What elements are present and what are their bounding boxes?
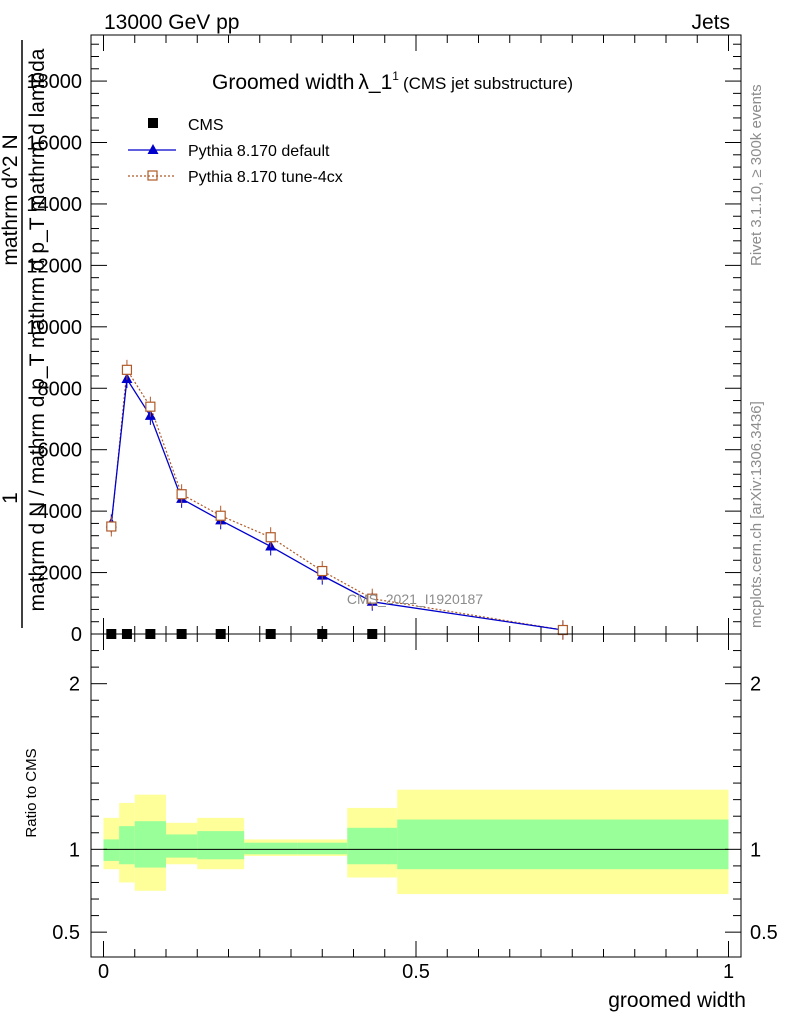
top-ytick-label: 8000 — [38, 378, 83, 400]
mcplots-label: mcplots.cern.ch [arXiv:1306.3436] — [748, 401, 765, 628]
energy-label: 13000 GeV pp — [104, 11, 239, 34]
top-ytick-label: 2000 — [38, 563, 83, 585]
ratio-band-green — [397, 819, 729, 870]
ratio-band-green — [103, 839, 120, 861]
bottom-ytick-label-right: 1 — [750, 839, 761, 861]
top-ytick-label: 16000 — [26, 133, 82, 155]
top-ytick-label: 12000 — [26, 255, 82, 277]
bottom-ytick-label-right: 2 — [750, 674, 761, 696]
bottom-panel-axes: 0.5 0.5 1 1 2 2 0 0.5 1 — [52, 633, 778, 983]
rivet-label: Rivet 3.1.10, ≥ 300k events — [748, 84, 765, 266]
chart-title-superscript: 1 — [392, 69, 399, 83]
ratio-band-green — [166, 834, 198, 858]
chart-title: Groomed width λ_11 (CMS jet substructure) — [212, 69, 573, 94]
legend-default-marker — [147, 144, 159, 154]
ratio-band-green — [197, 831, 245, 860]
series-tune-point — [145, 401, 156, 412]
bottom-ytick-label-left: 1 — [69, 839, 80, 861]
ratio-ylabel: Ratio to CMS — [23, 748, 40, 837]
series-tune-point — [557, 624, 568, 636]
category-label: Jets — [691, 11, 730, 34]
ratio-band-green — [134, 821, 166, 868]
chart-subtitle: (CMS jet substructure) — [403, 74, 573, 93]
legend-default-label: Pythia 8.170 default — [188, 143, 330, 160]
legend-cms-label: CMS — [188, 117, 224, 134]
top-ytick-label: 18000 — [26, 71, 82, 93]
ylabel-fraction-top: mathrm d^2 N — [0, 134, 22, 265]
chart-title-main: Groomed width — [212, 71, 354, 94]
ratio-band-green — [347, 827, 398, 865]
xtick-label: 1 — [723, 961, 734, 983]
top-ytick-label: 0 — [71, 624, 82, 646]
ratio-band-green — [244, 842, 298, 855]
ylabel-numerator: 1 — [0, 492, 22, 504]
series-tune-point — [317, 565, 328, 577]
series-tune-point — [215, 510, 226, 521]
series-tune-line — [110, 368, 563, 631]
series-tune-point — [176, 489, 187, 500]
legend-cms-marker — [148, 118, 158, 128]
top-ytick-label: 6000 — [38, 440, 83, 462]
ratio-band-green — [119, 826, 135, 865]
top-panel-axes: 0 2000 4000 6000 8000 10000 12000 14000 16000 180… — [26, 34, 742, 646]
top-ytick-label: 10000 — [26, 317, 82, 339]
bottom-ytick-label-left: 0.5 — [52, 922, 80, 944]
xtick-label: 0.5 — [402, 961, 430, 983]
bottom-ytick-label-right: 0.5 — [750, 922, 778, 944]
bottom-ytick-label-left: 2 — [69, 674, 80, 696]
xtick-label: 0 — [98, 961, 109, 983]
series-default-line — [110, 377, 563, 631]
legend-tune-label: Pythia 8.170 tune-4cx — [188, 169, 343, 186]
series-tune-point — [265, 532, 276, 543]
top-ytick-label: 14000 — [26, 194, 82, 216]
ratio-band-green — [297, 842, 348, 855]
analysis-watermark: CMS_2021_I1920187 — [347, 591, 483, 607]
legend: CMS Pythia 8.170 default Pythia 8.170 tu… — [128, 117, 343, 186]
ratio-bands — [103, 789, 729, 895]
top-ytick-label: 4000 — [38, 501, 83, 523]
series-tune-point — [121, 364, 133, 375]
ylabel-denominator: mathrm d N / mathrm d p_T mathrm d p_T m… — [26, 48, 49, 611]
legend-tune-marker — [147, 170, 158, 181]
top-ylabel: 1 mathrm d^2 N mathrm d N / mathrm d p_T… — [0, 40, 49, 628]
top-panel-marks — [105, 359, 569, 641]
chart-title-symbol: λ_1 — [358, 71, 392, 94]
xlabel: groomed width — [608, 989, 746, 1012]
series-tune-point — [106, 521, 117, 532]
series-tune-point — [367, 593, 378, 604]
